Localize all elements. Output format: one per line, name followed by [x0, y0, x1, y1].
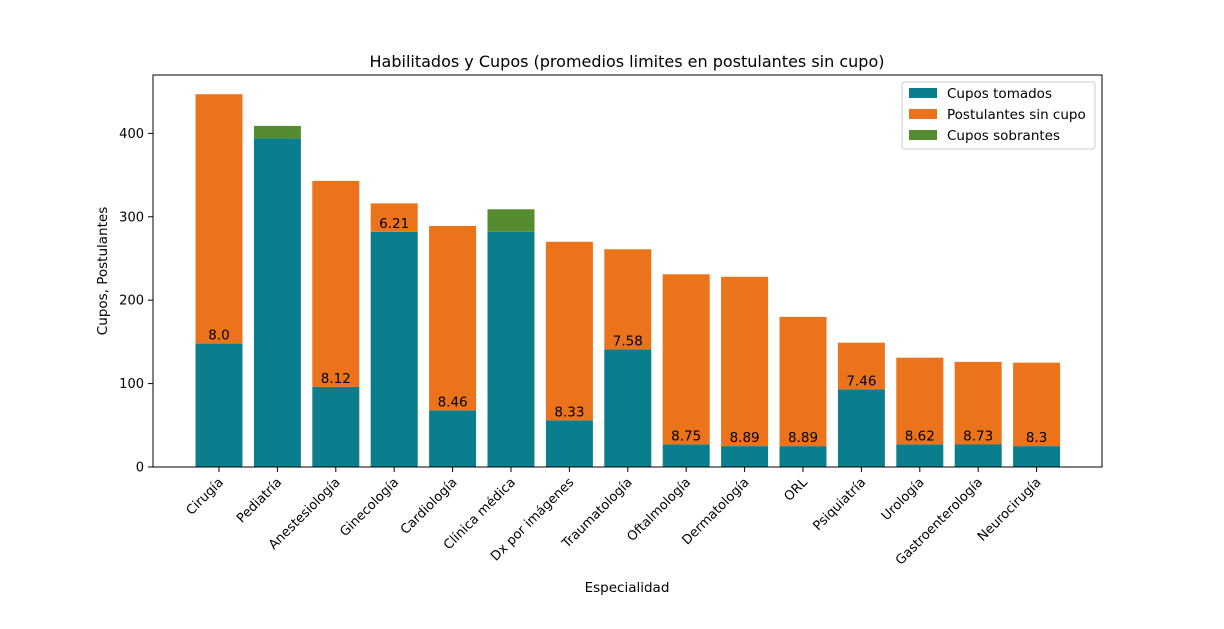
legend-box [901, 81, 1096, 150]
bar-value-label: 8.0 [208, 328, 229, 344]
y-tick-label: 200 [119, 294, 144, 309]
bar-value-label: 6.21 [379, 216, 409, 232]
bar-cupos-tomados-gastroenterologia [954, 444, 1002, 467]
legend-swatch-cupos-sobrantes [909, 130, 937, 140]
bar-cupos-tomados-ginecologia [370, 231, 418, 467]
bar-value-label: 8.12 [321, 371, 351, 387]
legend: Cupos tomados Postulantes sin cupo Cupos s… [901, 81, 1096, 150]
bar-value-label: 8.73 [963, 429, 993, 445]
x-tick-label: Ginecología [337, 475, 402, 540]
y-axis-label: Cupos, Postulantes [95, 207, 111, 335]
bar-postulantes-sin-cupo-orl [779, 316, 827, 447]
bar-value-label: 8.33 [554, 404, 584, 420]
bar-cupos-tomados-cirugia [195, 343, 243, 467]
bar-cupos-tomados-dermatologia [721, 446, 769, 467]
bar-value-label: 8.89 [788, 430, 818, 446]
x-tick-label: ORL [781, 475, 811, 505]
bar-postulantes-sin-cupo-oftalmologia [662, 274, 710, 445]
bar-postulantes-sin-cupo-neurocirugia [1013, 362, 1061, 447]
bar-cupos-tomados-oftalmologia [662, 444, 710, 467]
y-axis: 0 100 200 300 400 [119, 127, 153, 476]
y-tick-label: 100 [119, 377, 144, 392]
bar-postulantes-sin-cupo-gastroenterologia [954, 361, 1002, 445]
bar-cupos-tomados-pediatria [253, 138, 301, 467]
x-tick-label: Psiquiatría [810, 475, 869, 534]
x-tick-label: Cirugía [184, 475, 227, 518]
bar-postulantes-sin-cupo-ginecologia [370, 203, 418, 232]
bar-cupos-tomados-traumatologia [604, 349, 652, 467]
bar-value-label: 8.75 [671, 429, 701, 445]
bar-value-label: 8.89 [730, 430, 760, 446]
x-axis: Cirugía PediatríaAnestesiologíaGinecologí… [184, 467, 1044, 568]
bar-postulantes-sin-cupo-dermatologia [721, 276, 769, 447]
bar-value-label: 8.46 [438, 394, 468, 410]
bar-cupos-tomados-orl [779, 446, 827, 467]
legend-swatch-cupos-tomados [909, 88, 937, 98]
x-axis-label: Especialidad [585, 580, 670, 596]
bar-cupos-tomados-psiquiatria [837, 389, 885, 467]
bar-postulantes-sin-cupo-traumatologia [604, 249, 652, 350]
legend-label-cupos-tomados: Cupos tomados [947, 86, 1052, 102]
bar-postulantes-sin-cupo-cirugia [195, 94, 243, 344]
bar-cupos-tomados-cardiologia [429, 410, 477, 467]
legend-label-postulantes-sin-cupo: Postulantes sin cupo [947, 107, 1086, 123]
y-tick-label: 0 [136, 461, 144, 476]
y-tick-label: 400 [119, 127, 144, 142]
bars-layer [195, 94, 1061, 467]
bar-postulantes-sin-cupo-urologia [896, 357, 944, 445]
bar-value-label: 8.62 [905, 429, 935, 445]
bar-cupos-sobrantes-pediatria [253, 125, 301, 139]
bar-postulantes-sin-cupo-cardiologia [429, 226, 477, 411]
bar-value-label: 7.58 [613, 333, 643, 349]
bar-value-label: 8.3 [1026, 430, 1047, 446]
bar-postulantes-sin-cupo-anestesiologia [312, 180, 360, 387]
x-tick-label: Pediatría [234, 475, 285, 526]
chart-title: Habilitados y Cupos (promedios limites e… [370, 52, 885, 71]
y-tick-label: 300 [119, 210, 144, 225]
bar-cupos-sobrantes-clinica-medica [487, 209, 535, 232]
bar-cupos-tomados-urologia [896, 444, 944, 467]
x-tick-label: Cardiología [398, 475, 460, 537]
x-tick-label: Urología [879, 475, 928, 524]
bar-cupos-tomados-dx-por-imagenes [545, 420, 593, 467]
bar-cupos-tomados-anestesiologia [312, 386, 360, 467]
bar-cupos-tomados-clinica-medica [487, 231, 535, 467]
bar-labels-layer: 8.0 8.12 6.21 8.46 8.33 7.58 8.75 8.89 8.89 7.46 8… [208, 216, 1047, 446]
bar-value-label: 7.46 [846, 373, 876, 389]
legend-swatch-postulantes-sin-cupo [909, 109, 937, 119]
bar-postulantes-sin-cupo-dx-por-imagenes [545, 241, 593, 421]
legend-label-cupos-sobrantes: Cupos sobrantes [947, 128, 1060, 144]
bar-cupos-tomados-neurocirugia [1013, 446, 1061, 467]
bar-postulantes-sin-cupo-psiquiatria [837, 342, 885, 390]
